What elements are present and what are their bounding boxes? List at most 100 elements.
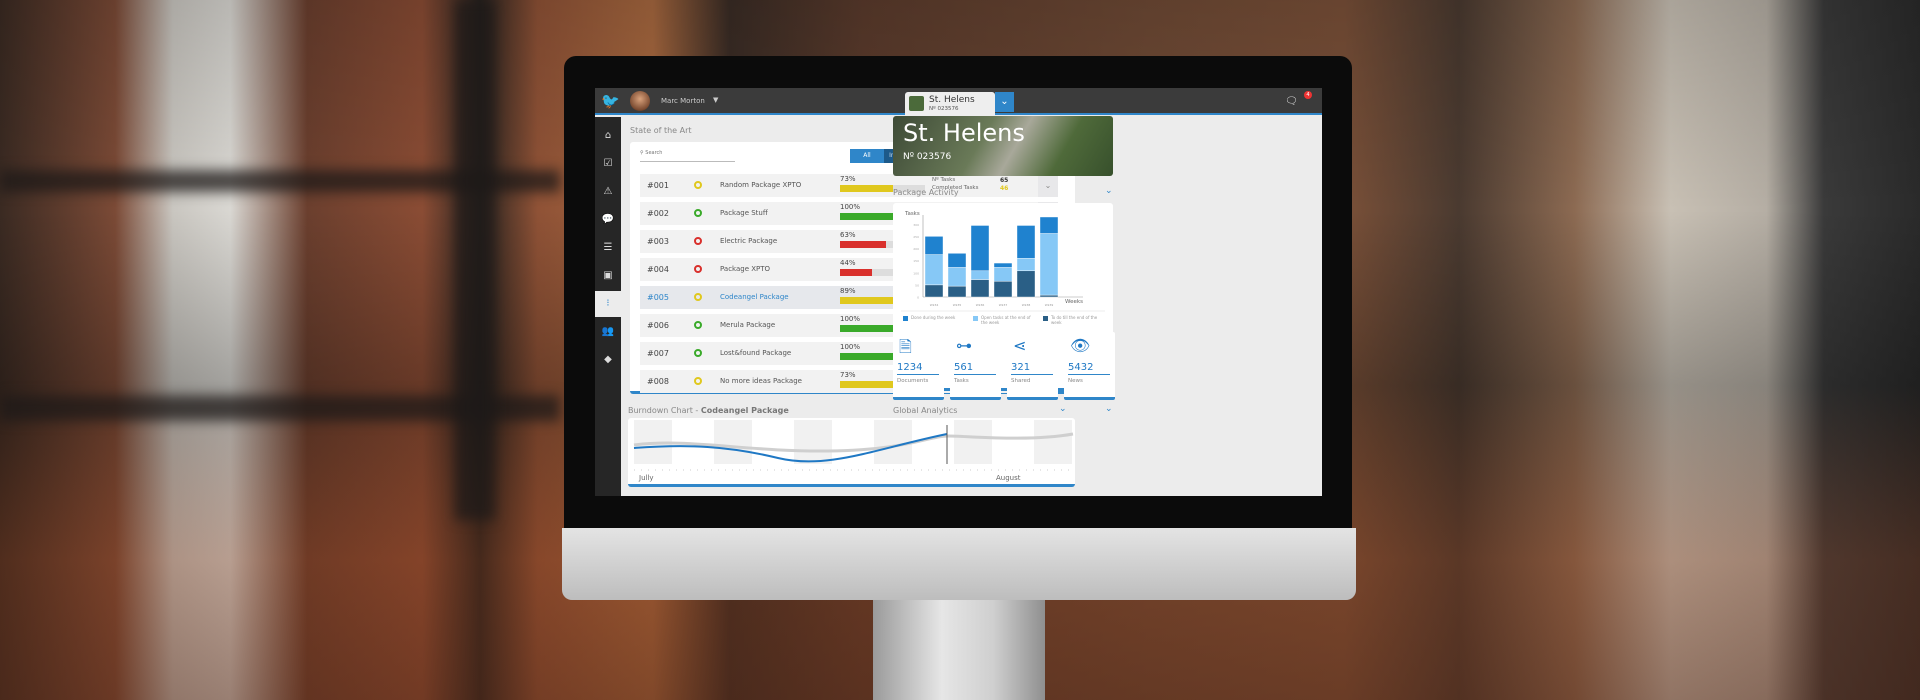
month-label: August (996, 474, 1021, 482)
tile-value: 5432 (1068, 362, 1110, 375)
analytics-tile[interactable]: ⊶ 561 Tasks (950, 332, 1001, 400)
chevron-down-icon[interactable]: ⌄ (1059, 404, 1067, 414)
x-tick-label: Wk35 (953, 303, 962, 307)
bar-segment (993, 267, 1013, 282)
list-icon: ☰ (603, 242, 613, 253)
top-bar: 🐦 Marc Morton ▼ St. Helens Nº 023576 ⌄ 🗨… (595, 88, 1322, 116)
bar-segment (924, 236, 944, 255)
progress-fill (840, 241, 886, 248)
progress-bar (840, 325, 925, 332)
package-id: #004 (647, 265, 669, 274)
legend-swatch (1043, 316, 1048, 321)
legend-item: Done during the week (903, 315, 963, 321)
sidebar-item[interactable]: 👥 (595, 319, 621, 345)
package-name: Codeangel Package (720, 293, 789, 301)
burndown-svg (633, 420, 1074, 471)
user-name[interactable]: Marc Morton (661, 97, 705, 105)
bar-segment (1016, 225, 1036, 259)
progress-percent: 100% (840, 203, 861, 211)
sidebar-item[interactable]: ⁝ (595, 291, 621, 317)
avatar[interactable] (630, 91, 650, 111)
status-icon (694, 237, 702, 245)
package-id: #007 (647, 349, 669, 358)
eye-icon: 👁 (1070, 336, 1091, 355)
search-input[interactable]: ⚲ Search (640, 150, 735, 162)
progress-bar (840, 213, 925, 220)
y-tick-label: 50 (915, 283, 919, 287)
status-icon (694, 293, 702, 301)
progress-percent: 100% (840, 343, 861, 351)
bar-segment (1016, 270, 1036, 298)
analytics-tile[interactable]: ⋖ 321 Shared (1007, 332, 1058, 400)
package-id: #008 (647, 377, 669, 386)
background-beam (455, 0, 495, 520)
app-screen: 🐦 Marc Morton ▼ St. Helens Nº 023576 ⌄ 🗨… (595, 88, 1322, 496)
progress-bar (840, 353, 925, 360)
bar-segment (924, 284, 944, 298)
x-tick-label: Wk36 (976, 303, 985, 307)
package-name: Electric Package (720, 237, 778, 245)
filter-tab[interactable]: All (850, 149, 884, 163)
tile-value: 1234 (897, 362, 939, 375)
package-name: Lost&found Package (720, 349, 792, 357)
progress-fill (840, 353, 907, 360)
sidebar-item[interactable]: ⌂ (595, 123, 621, 149)
checkbox-icon: ☑ (603, 158, 613, 169)
site-name: St. Helens (929, 95, 975, 105)
stat-label: Completed Tasks (932, 185, 979, 191)
legend-label: To do till the end of the week (1051, 315, 1098, 325)
monitor-chin (562, 528, 1356, 600)
bar-segment (970, 279, 990, 298)
status-icon (694, 377, 702, 385)
x-tick-label: Wk38 (1022, 303, 1031, 307)
tile-label: Tasks (954, 378, 969, 384)
chevron-down-icon[interactable]: ⌄ (1105, 186, 1113, 196)
chevron-down-icon[interactable]: ⌄ (1105, 404, 1113, 414)
progress-percent: 73% (840, 175, 856, 183)
package-id: #001 (647, 181, 669, 190)
bar-segment (924, 254, 944, 286)
diamond-icon: ◆ (604, 354, 612, 365)
bar-segment (947, 285, 967, 298)
users-icon: 👥 (601, 326, 615, 337)
hero-number: Nº 023576 (903, 152, 952, 162)
sidebar-item[interactable]: ☑ (595, 151, 621, 177)
sidebar-item[interactable]: ◆ (595, 347, 621, 373)
sidebar-item[interactable]: ▣ (595, 263, 621, 289)
chat-icon[interactable]: 🗨 (1285, 96, 1298, 107)
status-icon (694, 349, 702, 357)
analytics-tile[interactable]: 👁 5432 News (1064, 332, 1115, 400)
site-selector[interactable]: St. Helens Nº 023576 (905, 92, 995, 116)
legend-swatch (973, 316, 978, 321)
progress-fill (840, 381, 893, 388)
sidebar-item[interactable]: 💬 (595, 207, 621, 233)
sidebar: ⌂ ☑ ⚠ 💬 ☰ ▣ ⁝ 👥 ◆ (595, 117, 621, 496)
x-axis-label: Weeks (1065, 299, 1083, 305)
package-id: #002 (647, 209, 669, 218)
progress-percent: 89% (840, 287, 856, 295)
month-label: Jully (639, 474, 654, 482)
sidebar-item[interactable]: ☰ (595, 235, 621, 261)
chevron-down-icon[interactable]: ▼ (713, 96, 719, 104)
sidebar-item[interactable]: ⚠ (595, 179, 621, 205)
activity-svg: Tasks Weeks 0 50 100 150 200 250 300 Wk34 Wk35 Wk36… (901, 211, 1105, 312)
package-name: Package Stuff (720, 209, 768, 217)
package-icon: ▣ (603, 270, 613, 281)
document-icon: 🗎 (899, 337, 912, 356)
table-row[interactable]: #001 Random Package XPTO 73% Nº Tasks Comple… (640, 174, 1058, 197)
package-id: #005 (647, 293, 669, 302)
site-dropdown-button[interactable]: ⌄ (995, 92, 1014, 112)
analytics-tile[interactable]: 🗎 1234 Documents (893, 332, 944, 400)
expand-chevron-icon[interactable]: ⌄ (1038, 174, 1058, 197)
legend-item: Open tasks at the end of the week (973, 315, 1033, 325)
progress-bar (840, 381, 925, 388)
bar-segment (1039, 216, 1059, 234)
x-tick-label: Wk39 (1045, 303, 1054, 307)
bar-segment (970, 225, 990, 272)
progress-percent: 63% (840, 231, 856, 239)
bird-logo-icon: 🐦 (601, 92, 620, 110)
progress-bar (840, 269, 925, 276)
tile-value: 321 (1011, 362, 1053, 375)
bar-segment (947, 267, 967, 287)
x-tick-label: Wk37 (999, 303, 1008, 307)
